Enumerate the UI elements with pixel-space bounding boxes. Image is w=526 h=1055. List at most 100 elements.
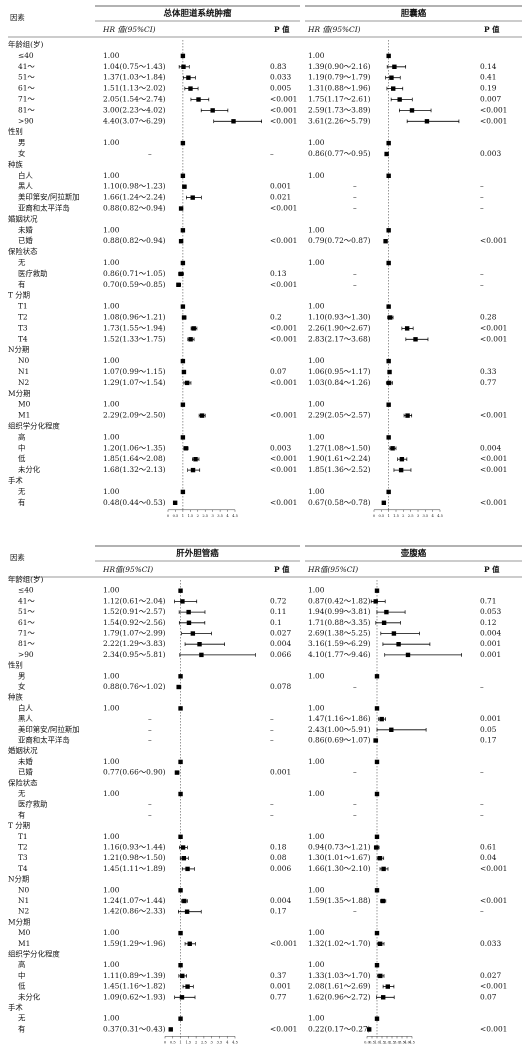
hr-point [190, 467, 196, 473]
row-label: 低 [18, 982, 26, 991]
row-label: 81～ [18, 105, 35, 114]
p-value: <0.001 [270, 411, 297, 420]
p-header: P 值 [274, 25, 290, 34]
row-label: 已婚 [18, 768, 33, 777]
hr-point [188, 86, 193, 91]
p-value: 0.41 [480, 73, 496, 82]
group-title: 总体胆道系统肿瘤 [163, 8, 232, 19]
hr-text: 1.71(0.88～3.35) [308, 618, 371, 627]
hr-text: 1.00 [103, 789, 120, 798]
p-value: – [480, 280, 484, 289]
hr-point [199, 413, 205, 418]
hr-point [178, 791, 183, 797]
hr-text: 1.00 [308, 757, 325, 766]
hr-point [386, 380, 392, 386]
row-label: T2 [18, 843, 28, 852]
section-label: 组织学分化程度 [8, 950, 60, 959]
p-value: 0.001 [270, 982, 291, 991]
hr-text: 1.30(1.01～1.67) [308, 853, 371, 862]
hr-point [178, 888, 183, 893]
row-label: M1 [18, 411, 30, 420]
hr-text: 1.31(0.88～1.96) [308, 84, 371, 93]
hr-text: – [353, 280, 357, 289]
hr-text: – [353, 193, 357, 202]
row-label: N1 [18, 896, 29, 905]
p-value: 0.61 [480, 843, 496, 852]
hr-text: 1.00 [103, 258, 120, 267]
hr-point [387, 369, 392, 375]
hr-text: 3.00(2.23～4.02) [103, 105, 166, 114]
hr-text: 1.00 [308, 671, 325, 680]
hr-point [380, 898, 386, 904]
hr-point [387, 315, 393, 320]
p-value: 0.2 [270, 313, 282, 322]
hr-point [186, 620, 192, 625]
hr-point [176, 684, 181, 690]
hr-point [172, 500, 178, 505]
x-tick-label: 4.5 [437, 514, 443, 518]
hr-point [181, 856, 187, 861]
hr-text: 0.87(0.42～1.82) [308, 596, 371, 605]
p-value: <0.001 [480, 116, 507, 125]
hr-text: 0.88(0.82～0.94) [103, 236, 166, 245]
hr-text: 1.52(0.91～2.57) [103, 607, 166, 616]
row-label: 黑人 [18, 714, 33, 723]
hr-point [386, 304, 391, 309]
hr-point [384, 609, 389, 615]
p-value: <0.001 [270, 939, 297, 948]
p-value: – [480, 204, 484, 213]
p-value: 0.13 [270, 269, 287, 278]
hr-point [396, 642, 401, 647]
p-value: – [480, 810, 484, 819]
row-label: 无 [18, 1014, 26, 1023]
hr-point [385, 984, 390, 989]
hr-header: HR 值(95%CI) [307, 25, 361, 34]
hr-point [180, 304, 186, 309]
p-value: <0.001 [480, 864, 507, 873]
hr-text: 1.00 [308, 138, 325, 147]
p-value: 0.006 [270, 864, 291, 873]
p-value: <0.001 [270, 280, 297, 289]
row-label: 81～ [18, 639, 35, 648]
hr-text: 1.00 [103, 703, 120, 712]
hr-text: 2.26(1.90～2.67) [308, 323, 371, 332]
hr-text: 1.00 [103, 356, 120, 365]
row-label: 白人 [18, 703, 33, 712]
x-tick-label: 1.5 [393, 514, 399, 518]
hr-text: 1.00 [308, 171, 325, 180]
p-value: 0.001 [480, 714, 501, 723]
hr-text: 1.00 [103, 671, 120, 680]
hr-text: 1.00 [308, 356, 325, 365]
hr-point [186, 75, 191, 80]
hr-text: 1.00 [103, 138, 120, 147]
hr-text: 1.09(0.62～1.93) [103, 992, 166, 1001]
hr-point [374, 791, 380, 797]
row-label: T2 [18, 313, 28, 322]
hr-point [180, 53, 186, 59]
row-label: >90 [18, 116, 34, 125]
x-tick-label: 0.5 [170, 1040, 176, 1044]
p-value: 0.04 [480, 853, 497, 862]
row-label: 无 [18, 789, 26, 798]
p-value: 0.83 [270, 62, 287, 71]
p-value: 0.05 [480, 725, 497, 734]
hr-text: 0.67(0.58～0.78) [308, 498, 371, 507]
p-value: 0.07 [270, 367, 287, 376]
hr-text: 3.16(1.59～6.29) [308, 639, 371, 648]
hr-point [386, 260, 391, 266]
hr-point [381, 620, 387, 625]
hr-text: – [353, 182, 357, 191]
p-value: 0.005 [270, 84, 291, 93]
hr-text: 2.29(2.05～2.57) [308, 411, 371, 420]
hr-text: 1.00 [308, 832, 325, 841]
p-value: <0.001 [270, 116, 297, 125]
row-label: 白人 [18, 171, 33, 180]
hr-point [180, 973, 185, 979]
hr-text: 2.22(1.29～3.83) [103, 639, 166, 648]
p-value: <0.001 [480, 454, 507, 463]
hr-point [178, 588, 183, 593]
p-value: <0.001 [270, 323, 297, 332]
hr-point [180, 845, 186, 850]
p-value: 0.72 [270, 596, 286, 605]
hr-point [391, 86, 396, 91]
